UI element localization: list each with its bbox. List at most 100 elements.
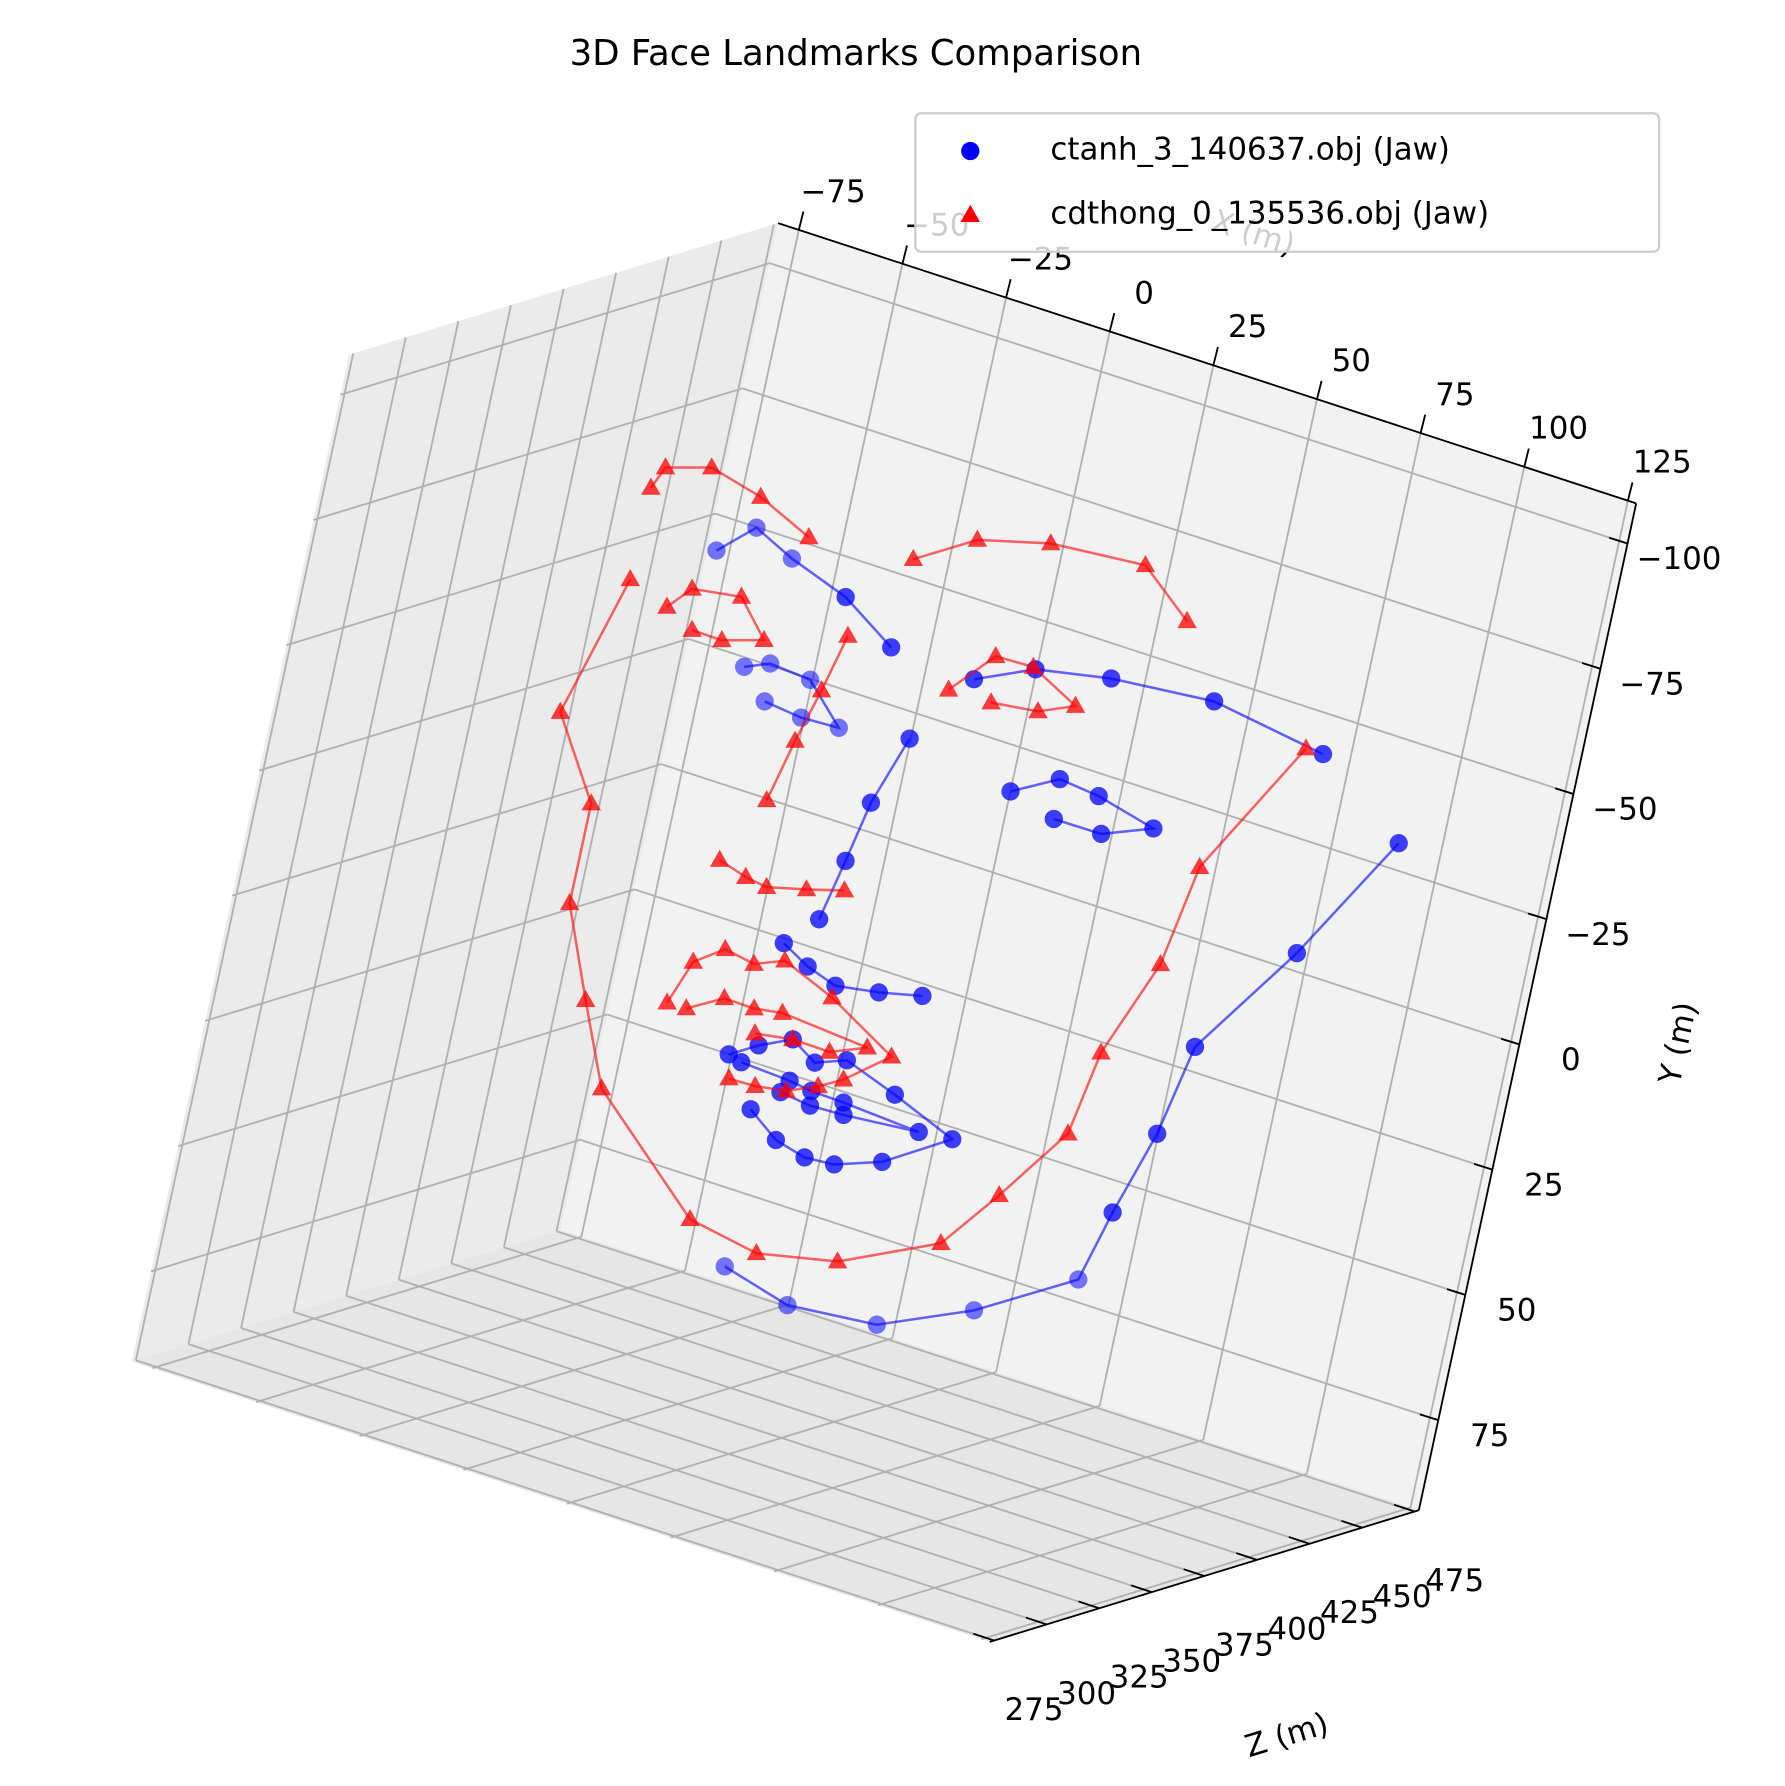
marks [550,457,1408,1334]
tick-mark [1446,1288,1466,1296]
triangle-marker [575,989,596,1007]
circle-marker [913,986,932,1006]
tick-mark [1523,448,1530,468]
x-tick-label: 75 [1435,377,1474,413]
circle-marker [867,1315,886,1334]
grid-line [769,262,1628,545]
circle-marker [824,1155,844,1174]
circle-marker [809,910,829,929]
grid-line [555,224,775,1232]
circle-marker [1089,786,1108,806]
triangle-marker [682,578,702,596]
grid [134,224,1629,1642]
grid-line [995,365,1215,1373]
triangle-marker [745,1023,765,1041]
y-tick-label: −75 [1619,666,1684,702]
grid-line [1409,500,1629,1508]
circle-marker [834,1105,853,1125]
tick-mark [1183,1568,1205,1577]
grid-line [503,240,723,1248]
grid-line [688,637,1547,921]
circle-marker [761,654,780,673]
triangle-marker [731,586,752,604]
tick-mark [1419,1413,1439,1421]
pane [560,223,1637,1511]
grid-line [240,1327,1100,1610]
triangle-marker [967,529,988,547]
triangle-marker [744,998,764,1016]
tick-mark [1527,912,1547,921]
circle-marker [1389,834,1408,853]
triangle-marker [1028,701,1048,719]
circle-marker [909,1122,928,1142]
axis-line [777,222,1637,505]
grid-line [556,1230,1415,1513]
triangle-marker [1091,1042,1111,1060]
grid-line [345,288,565,1296]
circle-marker [829,718,848,737]
tick-mark [1025,1616,1047,1626]
tick-mark [1627,482,1634,501]
circle-marker [861,793,881,812]
triangle-marker [683,951,703,969]
y-tick-label: 0 [1561,1042,1581,1078]
z-tick-label: 375 [1215,1627,1274,1663]
x-tick-label: 0 [1134,275,1154,311]
triangle-marker [714,987,735,1006]
grid-line [187,337,407,1345]
triangle-marker [1189,856,1210,875]
triangle-marker [1023,656,1044,674]
circle-marker [1069,1270,1088,1289]
grid-line [660,763,1520,1046]
circle-marker [836,587,855,607]
tick-mark [1212,346,1219,366]
x-tick-label: 25 [1228,309,1267,345]
circle-marker [1287,943,1307,963]
triangle-marker [744,953,764,971]
triangle-marker [751,486,771,504]
triangle-marker [657,992,677,1010]
triangle-marker [719,1068,739,1086]
x-tick-label: 50 [1332,343,1371,379]
grid-line [135,1359,995,1642]
y-tick-label: −100 [1637,541,1722,577]
grid-line [240,320,460,1329]
tick-mark [797,211,805,231]
z-tick-label: 325 [1110,1660,1169,1696]
tick-mark [1130,1584,1152,1594]
triangle-marker [811,680,832,698]
grid-line [188,1343,1047,1626]
triangle-marker [559,892,580,911]
triangle-marker [834,880,855,898]
circle-marker [836,851,855,871]
circle-marker [1044,809,1063,829]
triangle-marker [827,1251,848,1269]
triangle-marker [754,629,774,648]
triangle-marker [1135,554,1156,573]
legend-label: cdthong_0_135536.obj (Jaw) [1050,196,1489,232]
panes [131,223,1637,1642]
circle-marker [869,983,888,1002]
grid-line [715,512,1574,795]
grid-line [742,387,1601,670]
axis-line [989,1509,1420,1643]
triangle-marker [1177,610,1197,629]
circle-marker [1204,692,1224,711]
triangle-marker [591,1078,612,1096]
tick-mark [1500,1037,1520,1046]
grid-line [580,229,800,1237]
tick-mark [1316,380,1323,400]
circle-marker [943,1130,962,1149]
circle-marker [1001,782,1020,801]
circle-marker [872,1152,892,1172]
triangle-marker [808,1075,828,1094]
triangle-marker [822,987,842,1005]
triangle-marker [581,793,601,811]
grid-line [345,1294,1205,1577]
tick-mark [1419,414,1427,434]
triangle-marker [783,1029,803,1047]
triangle-marker [857,1037,878,1055]
circle-marker [707,541,726,560]
triangle-marker [746,1242,767,1261]
